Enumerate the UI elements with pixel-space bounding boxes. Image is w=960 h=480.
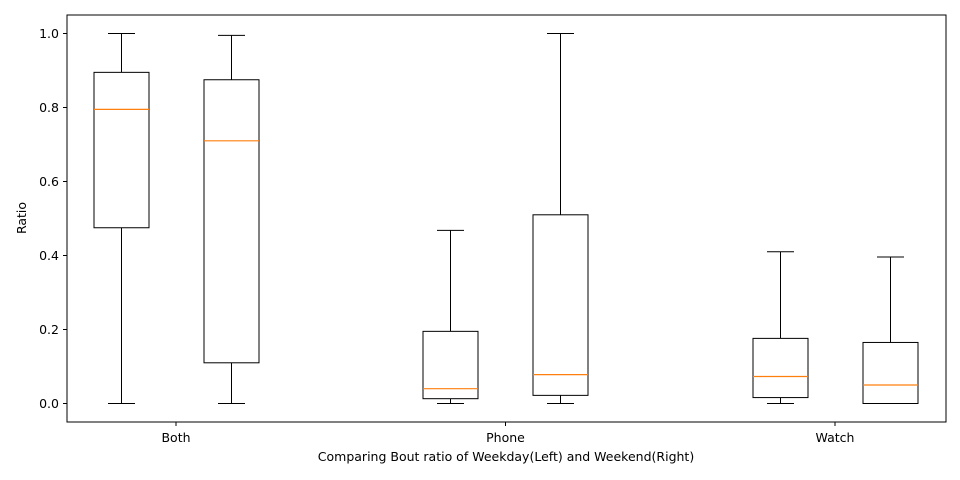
box-both-weekend	[203, 34, 260, 404]
y-tick-label: 0.2	[39, 322, 59, 337]
iqr-box	[422, 330, 479, 400]
iqr-box	[93, 71, 150, 229]
box-watch-weekday	[752, 251, 809, 404]
iqr-box	[532, 214, 589, 396]
x-tick-label: Watch	[816, 430, 855, 445]
y-tick-label: 0.0	[39, 396, 59, 411]
y-tick-label: 0.4	[39, 248, 59, 263]
iqr-box	[203, 79, 260, 364]
y-axis-title: Ratio	[14, 202, 29, 234]
x-axis-title: Comparing Bout ratio of Weekday(Left) an…	[318, 449, 694, 464]
x-tick-label: Phone	[486, 430, 525, 445]
x-tick-label: Both	[161, 430, 190, 445]
axes-frame	[66, 14, 947, 423]
box-watch-weekend	[862, 256, 919, 405]
iqr-box	[862, 341, 919, 405]
iqr-box	[752, 337, 809, 399]
x-axis-ticks: Both Phone Watch	[161, 422, 854, 445]
box-phone-weekday	[422, 229, 479, 404]
plot-area	[93, 33, 919, 405]
y-tick-label: 0.8	[39, 100, 59, 115]
y-axis-ticks: 0.0 0.2 0.4 0.6 0.8 1.0	[39, 26, 67, 411]
y-tick-label: 0.6	[39, 174, 59, 189]
box-phone-weekend	[532, 33, 589, 404]
y-tick-label: 1.0	[39, 26, 59, 41]
box-both-weekday	[93, 33, 150, 404]
